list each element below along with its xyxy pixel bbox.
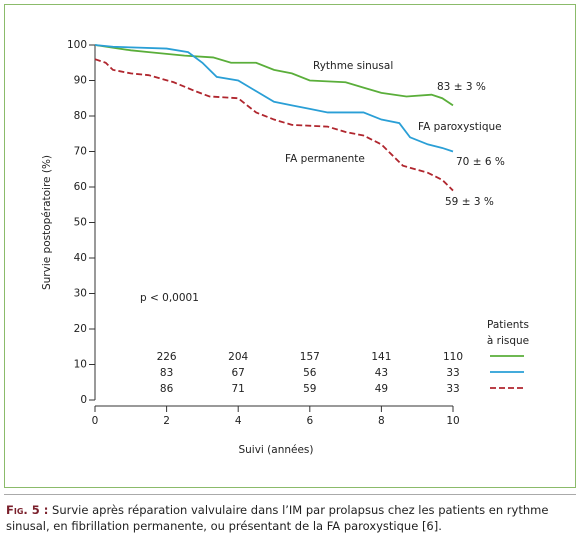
caption-text: Survie après réparation valvulaire dans … <box>6 503 549 533</box>
x-axis-label: Suivi (années) <box>238 444 313 456</box>
figure-frame <box>4 4 576 488</box>
at-risk-count: 204 <box>228 351 248 363</box>
annotation: p < 0,0001 <box>140 292 199 304</box>
at-risk-count: 141 <box>371 351 391 363</box>
at-risk-count: 110 <box>443 351 463 363</box>
separator <box>4 494 576 495</box>
x-tick-label: 6 <box>306 415 313 427</box>
caption-label: Fig. 5 : <box>6 503 49 517</box>
end-label: 83 ± 3 % <box>437 81 486 93</box>
survival-curve <box>94 44 454 153</box>
y-tick-label: 30 <box>74 288 87 300</box>
y-tick-label: 90 <box>74 75 87 87</box>
x-tick-label: 8 <box>378 415 385 427</box>
at-risk-count: 86 <box>160 383 174 395</box>
series-label: Rythme sinusal <box>313 60 393 72</box>
at-risk-count: 71 <box>232 383 245 395</box>
survival-curve <box>94 44 454 107</box>
series-label: FA paroxystique <box>418 121 502 133</box>
y-axis-label: Survie postopératoire (%) <box>41 155 53 290</box>
at-risk-count: 43 <box>375 367 388 379</box>
y-tick-label: 70 <box>74 146 87 158</box>
chart: 0 10 20 30 40 50 60 70 80 90 100 0 2 4 6 8 10 Survie post… <box>41 39 529 456</box>
at-risk-count: 59 <box>303 383 316 395</box>
y-tick-label: 0 <box>80 394 87 406</box>
y-tick-label: 10 <box>74 359 87 371</box>
x-tick-label: 0 <box>92 415 99 427</box>
at-risk-count: 83 <box>160 367 173 379</box>
x-tick-label: 10 <box>446 415 459 427</box>
end-label: 70 ± 6 % <box>456 156 505 168</box>
y-tick-label: 50 <box>74 217 87 229</box>
legend-title: Patients <box>487 319 529 331</box>
y-tick-label: 40 <box>74 252 87 264</box>
x-tick-label: 4 <box>235 415 242 427</box>
at-risk-count: 33 <box>446 383 459 395</box>
at-risk-count: 226 <box>157 351 177 363</box>
at-risk-count: 157 <box>300 351 320 363</box>
y-tick-label: 100 <box>67 39 87 51</box>
series-label: FA permanente <box>285 153 365 165</box>
at-risk-count: 56 <box>303 367 317 379</box>
at-risk-count: 67 <box>232 367 245 379</box>
end-label: 59 ± 3 % <box>445 196 494 208</box>
y-tick-label: 60 <box>74 181 87 193</box>
y-tick-label: 20 <box>74 323 87 335</box>
at-risk-count: 49 <box>375 383 388 395</box>
survival-curve <box>94 58 454 192</box>
y-tick-label: 80 <box>74 110 87 122</box>
at-risk-count: 33 <box>446 367 459 379</box>
legend-title: à risque <box>487 335 529 347</box>
x-tick-label: 2 <box>163 415 170 427</box>
caption: Fig. 5 : Survie après réparation valvula… <box>6 502 578 534</box>
